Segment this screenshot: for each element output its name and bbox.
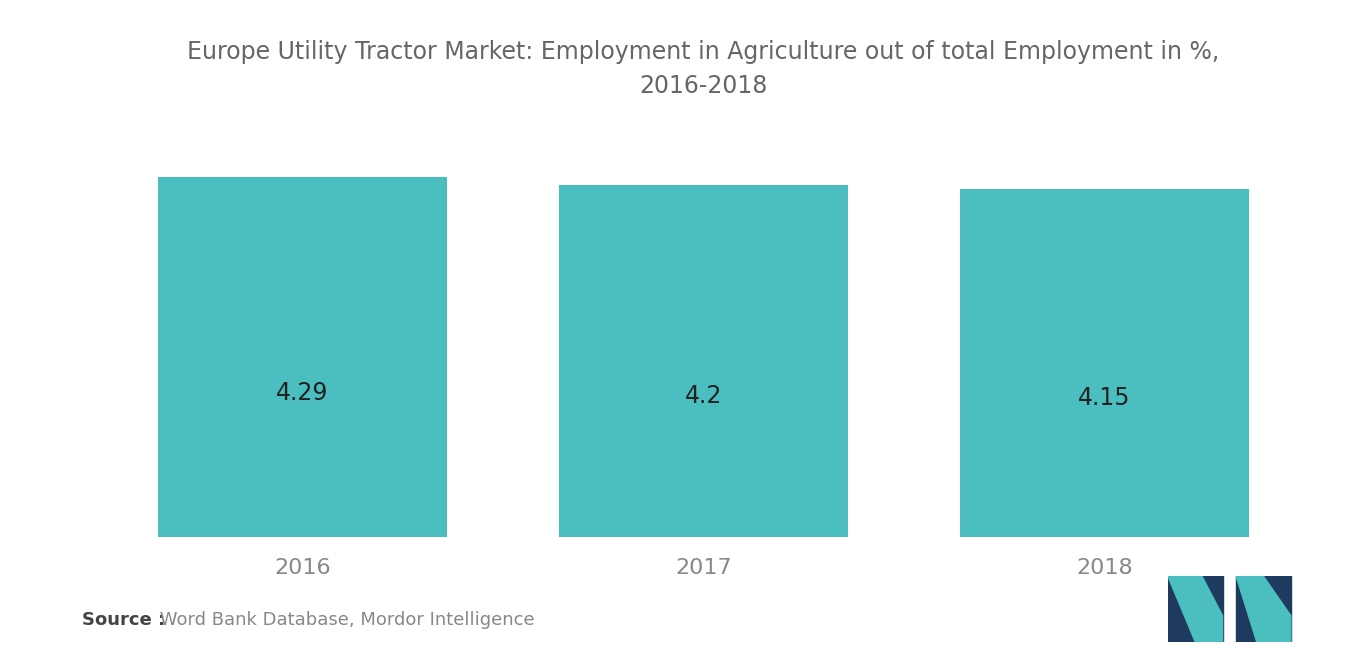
Title: Europe Utility Tractor Market: Employment in Agriculture out of total Employment: Europe Utility Tractor Market: Employmen… (187, 41, 1220, 98)
Polygon shape (1236, 576, 1291, 642)
Text: 4.2: 4.2 (684, 384, 723, 408)
Bar (960, 189, 1249, 537)
Text: 4.15: 4.15 (1078, 386, 1131, 410)
Polygon shape (1236, 576, 1291, 642)
Polygon shape (1168, 576, 1223, 642)
Text: Word Bank Database, Mordor Intelligence: Word Bank Database, Mordor Intelligence (154, 611, 535, 629)
Bar (158, 178, 447, 537)
Bar (559, 185, 848, 537)
Text: 4.29: 4.29 (276, 381, 329, 405)
Text: Source :: Source : (82, 611, 165, 629)
Polygon shape (1168, 576, 1223, 642)
